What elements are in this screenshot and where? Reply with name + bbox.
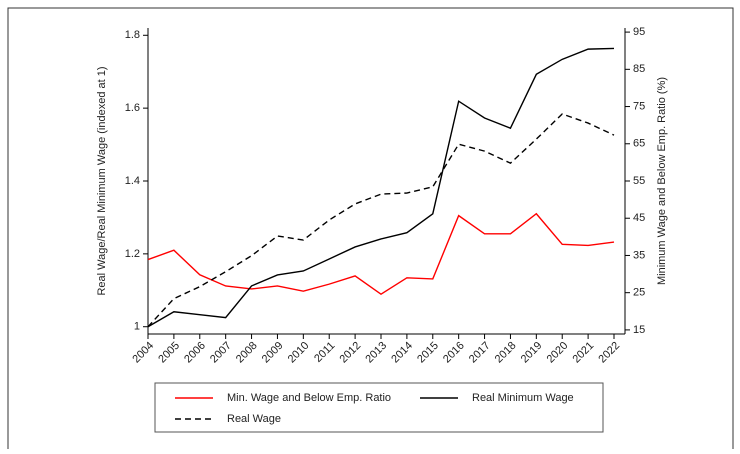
- x-tick-label: 2021: [570, 340, 596, 366]
- x-tick-label: 2005: [156, 340, 182, 366]
- y-tick-label: 1.4: [125, 175, 140, 187]
- x-tick-label: 2008: [234, 340, 260, 366]
- x-tick-label: 2006: [182, 340, 208, 366]
- x-tick-label: 2013: [363, 340, 389, 366]
- y-tick-label: 1.6: [125, 102, 140, 114]
- y-tick-label: 1.8: [125, 29, 140, 41]
- x-tick-label: 2014: [389, 340, 415, 366]
- series-line: [147, 47, 615, 328]
- y-tick-label: 1: [134, 321, 140, 333]
- y-axis-title: Real Wage/Real Minimum Wage (indexed at …: [96, 66, 108, 295]
- x-tick-label: 2010: [286, 340, 312, 366]
- y2-tick-label: 15: [633, 324, 645, 336]
- y2-tick-label: 95: [633, 26, 645, 38]
- legend-box: [154, 382, 604, 433]
- x-tick-label: 2019: [519, 340, 545, 366]
- y2-tick-label: 45: [633, 212, 645, 224]
- frame: [7, 7, 734, 449]
- x-tick-label: 2004: [130, 340, 156, 366]
- x-tick-label: 2016: [441, 340, 467, 366]
- y2-tick-label: 35: [633, 249, 645, 261]
- x-tick-label: 2009: [260, 340, 286, 366]
- legend-label: Min. Wage and Below Emp. Ratio: [227, 392, 391, 404]
- x-tick-label: 2020: [545, 340, 571, 366]
- legend-label: Real Minimum Wage: [472, 392, 574, 404]
- series-line: [147, 212, 615, 296]
- y2-tick-label: 75: [633, 100, 645, 112]
- x-tick-label: 2007: [208, 340, 234, 366]
- x-tick-label: 2017: [467, 340, 493, 366]
- legend-label: Real Wage: [227, 413, 281, 425]
- x-tick-label: 2015: [415, 340, 441, 366]
- y2-tick-label: 25: [633, 287, 645, 299]
- y2-tick-label: 85: [633, 63, 645, 75]
- y2-axis-title: Minimum Wage and Below Emp. Ratio (%): [656, 77, 668, 285]
- x-tick-label: 2022: [596, 340, 622, 366]
- x-tick-label: 2018: [493, 340, 519, 366]
- y-tick-label: 1.2: [125, 248, 140, 260]
- y2-tick-label: 65: [633, 138, 645, 150]
- y2-tick-label: 55: [633, 175, 645, 187]
- x-tick-label: 2012: [337, 340, 363, 366]
- x-tick-label: 2011: [312, 340, 337, 365]
